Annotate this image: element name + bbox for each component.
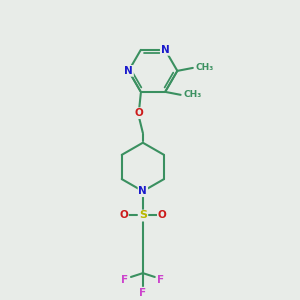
Text: CH₃: CH₃ bbox=[196, 63, 214, 72]
Text: O: O bbox=[135, 108, 144, 118]
Text: F: F bbox=[122, 275, 129, 285]
Text: O: O bbox=[119, 211, 128, 220]
Text: N: N bbox=[161, 45, 170, 55]
Text: N: N bbox=[139, 186, 147, 196]
Text: O: O bbox=[158, 211, 167, 220]
Text: CH₃: CH₃ bbox=[183, 90, 202, 99]
Text: S: S bbox=[139, 211, 147, 220]
Text: F: F bbox=[139, 288, 146, 298]
Text: N: N bbox=[124, 66, 133, 76]
Text: F: F bbox=[157, 275, 164, 285]
